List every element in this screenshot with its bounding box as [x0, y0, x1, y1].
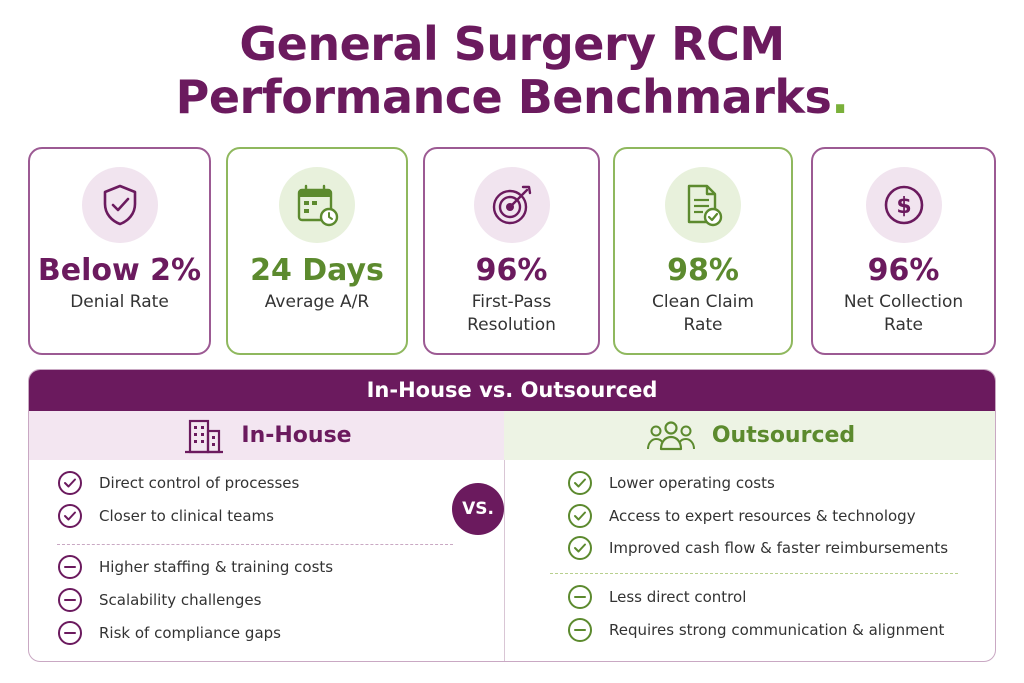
calendar-clock-icon: [279, 167, 355, 243]
item-text: Lower operating costs: [609, 474, 775, 492]
benchmark-label: Average A/R: [264, 292, 370, 312]
comparison-heading: In-House vs. Outsourced: [29, 370, 995, 411]
benchmark-value: 96%: [867, 253, 940, 288]
benchmark-value: 24 Days: [250, 253, 384, 288]
outsourced-pro: Improved cash flow & faster reimbursemen…: [567, 535, 948, 561]
title-line-2: Performance Benchmarks.: [0, 71, 1024, 124]
outsourced-pro: Access to expert resources & technology: [567, 503, 916, 529]
item-text: Access to expert resources & technology: [609, 507, 916, 525]
check-circle-icon: [568, 471, 592, 495]
benchmark-card-first-pass-resolution: 96% First-Pass Resolution: [423, 147, 600, 355]
minus-circle-icon: [58, 588, 82, 612]
title-line-2-text: Performance Benchmarks: [175, 70, 832, 124]
benchmark-value: 98%: [667, 253, 739, 288]
team-icon: [646, 418, 696, 454]
page-title: General Surgery RCM Performance Benchmar…: [0, 18, 1024, 124]
in-house-pro: Closer to clinical teams: [57, 503, 274, 529]
benchmark-label: Denial Rate: [70, 292, 169, 312]
dollar-icon: $: [865, 167, 942, 243]
shield-check-icon: [81, 167, 158, 243]
outsourced-separator: [550, 573, 958, 574]
in-house-header: In-House: [29, 411, 504, 460]
check-circle-icon: [568, 536, 592, 560]
in-house-title: In-House: [241, 423, 352, 448]
outsourced-pro: Lower operating costs: [567, 470, 775, 496]
item-text: Requires strong communication & alignmen…: [609, 621, 945, 639]
outsourced-header: Outsourced: [504, 411, 995, 460]
benchmark-card-net-collection-rate: $ 96% Net Collection Rate: [811, 147, 996, 355]
minus-circle-icon: [58, 621, 82, 645]
svg-text:$: $: [896, 194, 911, 219]
minus-circle-icon: [568, 618, 592, 642]
vs-badge: VS.: [452, 483, 504, 535]
in-house-con: Scalability challenges: [57, 587, 261, 613]
in-house-separator: [57, 544, 453, 545]
benchmark-value: 96%: [475, 253, 548, 288]
outsourced-con: Less direct control: [567, 584, 746, 610]
benchmark-label: Clean Claim Rate: [652, 292, 754, 335]
check-circle-icon: [58, 471, 82, 495]
benchmark-label: Net Collection Rate: [843, 292, 964, 335]
item-text: Higher staffing & training costs: [99, 558, 334, 576]
in-house-pro: Direct control of processes: [57, 470, 299, 496]
column-divider: [504, 460, 505, 661]
outsourced-con: Requires strong communication & alignmen…: [567, 617, 944, 643]
check-circle-icon: [58, 504, 82, 528]
minus-circle-icon: [568, 585, 592, 609]
benchmark-card-average-ar: 24 Days Average A/R: [226, 147, 408, 355]
item-text: Risk of compliance gaps: [99, 624, 281, 642]
benchmark-card-denial-rate: Below 2% Denial Rate: [28, 147, 211, 355]
check-circle-icon: [568, 504, 592, 528]
title-line-1: General Surgery RCM: [239, 17, 785, 71]
minus-circle-icon: [58, 555, 82, 579]
item-text: Closer to clinical teams: [99, 507, 274, 525]
item-text: Improved cash flow & faster reimbursemen…: [609, 539, 949, 557]
in-house-con: Higher staffing & training costs: [57, 554, 333, 580]
outsourced-title: Outsourced: [711, 423, 856, 448]
in-house-con: Risk of compliance gaps: [57, 620, 281, 646]
item-text: Scalability challenges: [99, 591, 262, 609]
benchmark-value: Below 2%: [37, 253, 202, 288]
building-icon: [181, 417, 225, 455]
item-text: Less direct control: [609, 588, 747, 606]
document-check-icon: [665, 167, 741, 243]
comparison-panel: In-House vs. Outsourced In-House Outsour…: [28, 369, 996, 662]
benchmark-card-clean-claim-rate: 98% Clean Claim Rate: [613, 147, 793, 355]
title-dot: .: [831, 70, 849, 124]
benchmark-cards: Below 2% Denial Rate 24 Days Average A/R…: [28, 147, 996, 355]
benchmark-label: First-Pass Resolution: [467, 292, 556, 335]
item-text: Direct control of processes: [99, 474, 300, 492]
target-arrow-icon: [473, 167, 550, 243]
